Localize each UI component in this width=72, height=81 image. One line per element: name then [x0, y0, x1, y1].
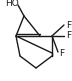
- Text: F: F: [59, 49, 64, 58]
- Text: HO: HO: [5, 0, 19, 9]
- Text: F: F: [66, 20, 71, 29]
- Text: F: F: [66, 32, 71, 40]
